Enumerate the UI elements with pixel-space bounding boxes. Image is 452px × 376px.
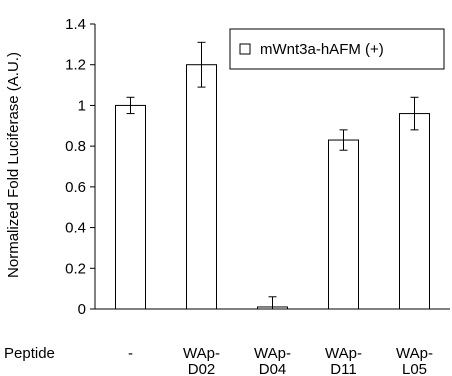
bar-1: [186, 64, 217, 310]
x-row-label: Peptide: [4, 345, 55, 362]
x-tick-label-3: WAp-: [325, 345, 362, 362]
legend-label: mWnt3a-hAFM (+): [260, 41, 384, 58]
y-tick-label-5: 1: [78, 97, 86, 114]
y-tick-label-2: 0.4: [65, 220, 86, 237]
y-tick-label-6: 1.2: [65, 57, 86, 74]
x-tick-label-line2-1: D02: [188, 361, 216, 376]
bar-0: [115, 104, 146, 310]
y-tick-label-0: 0: [78, 301, 86, 318]
x-tick-label-line2-3: D11: [330, 361, 356, 376]
bar-4: [399, 113, 430, 310]
legend-swatch: [239, 43, 251, 55]
x-tick-label-1: WAp-: [183, 345, 220, 362]
x-tick-label-line2-4: L05: [402, 361, 427, 376]
y-tick-label-3: 0.6: [65, 179, 86, 196]
y-tick-label-7: 1.4: [65, 16, 86, 33]
y-axis-label: Normalized Fold Luciferase (A.U.): [5, 52, 22, 278]
y-tick-label-1: 0.2: [65, 260, 86, 277]
legend-box: [229, 28, 445, 70]
legend: mWnt3a-hAFM (+): [229, 28, 445, 70]
x-tick-label-0: -: [128, 345, 133, 362]
bar-3: [328, 139, 359, 310]
x-tick-label-line2-2: D04: [259, 361, 287, 376]
y-tick-label-4: 0.8: [65, 138, 86, 155]
x-tick-label-2: WAp-: [254, 345, 291, 362]
plot-area: 00.20.40.60.811.21.4- WAp-D02WAp-D04WAp-D…: [65, 16, 450, 376]
x-tick-label-4: WAp-: [396, 345, 433, 362]
